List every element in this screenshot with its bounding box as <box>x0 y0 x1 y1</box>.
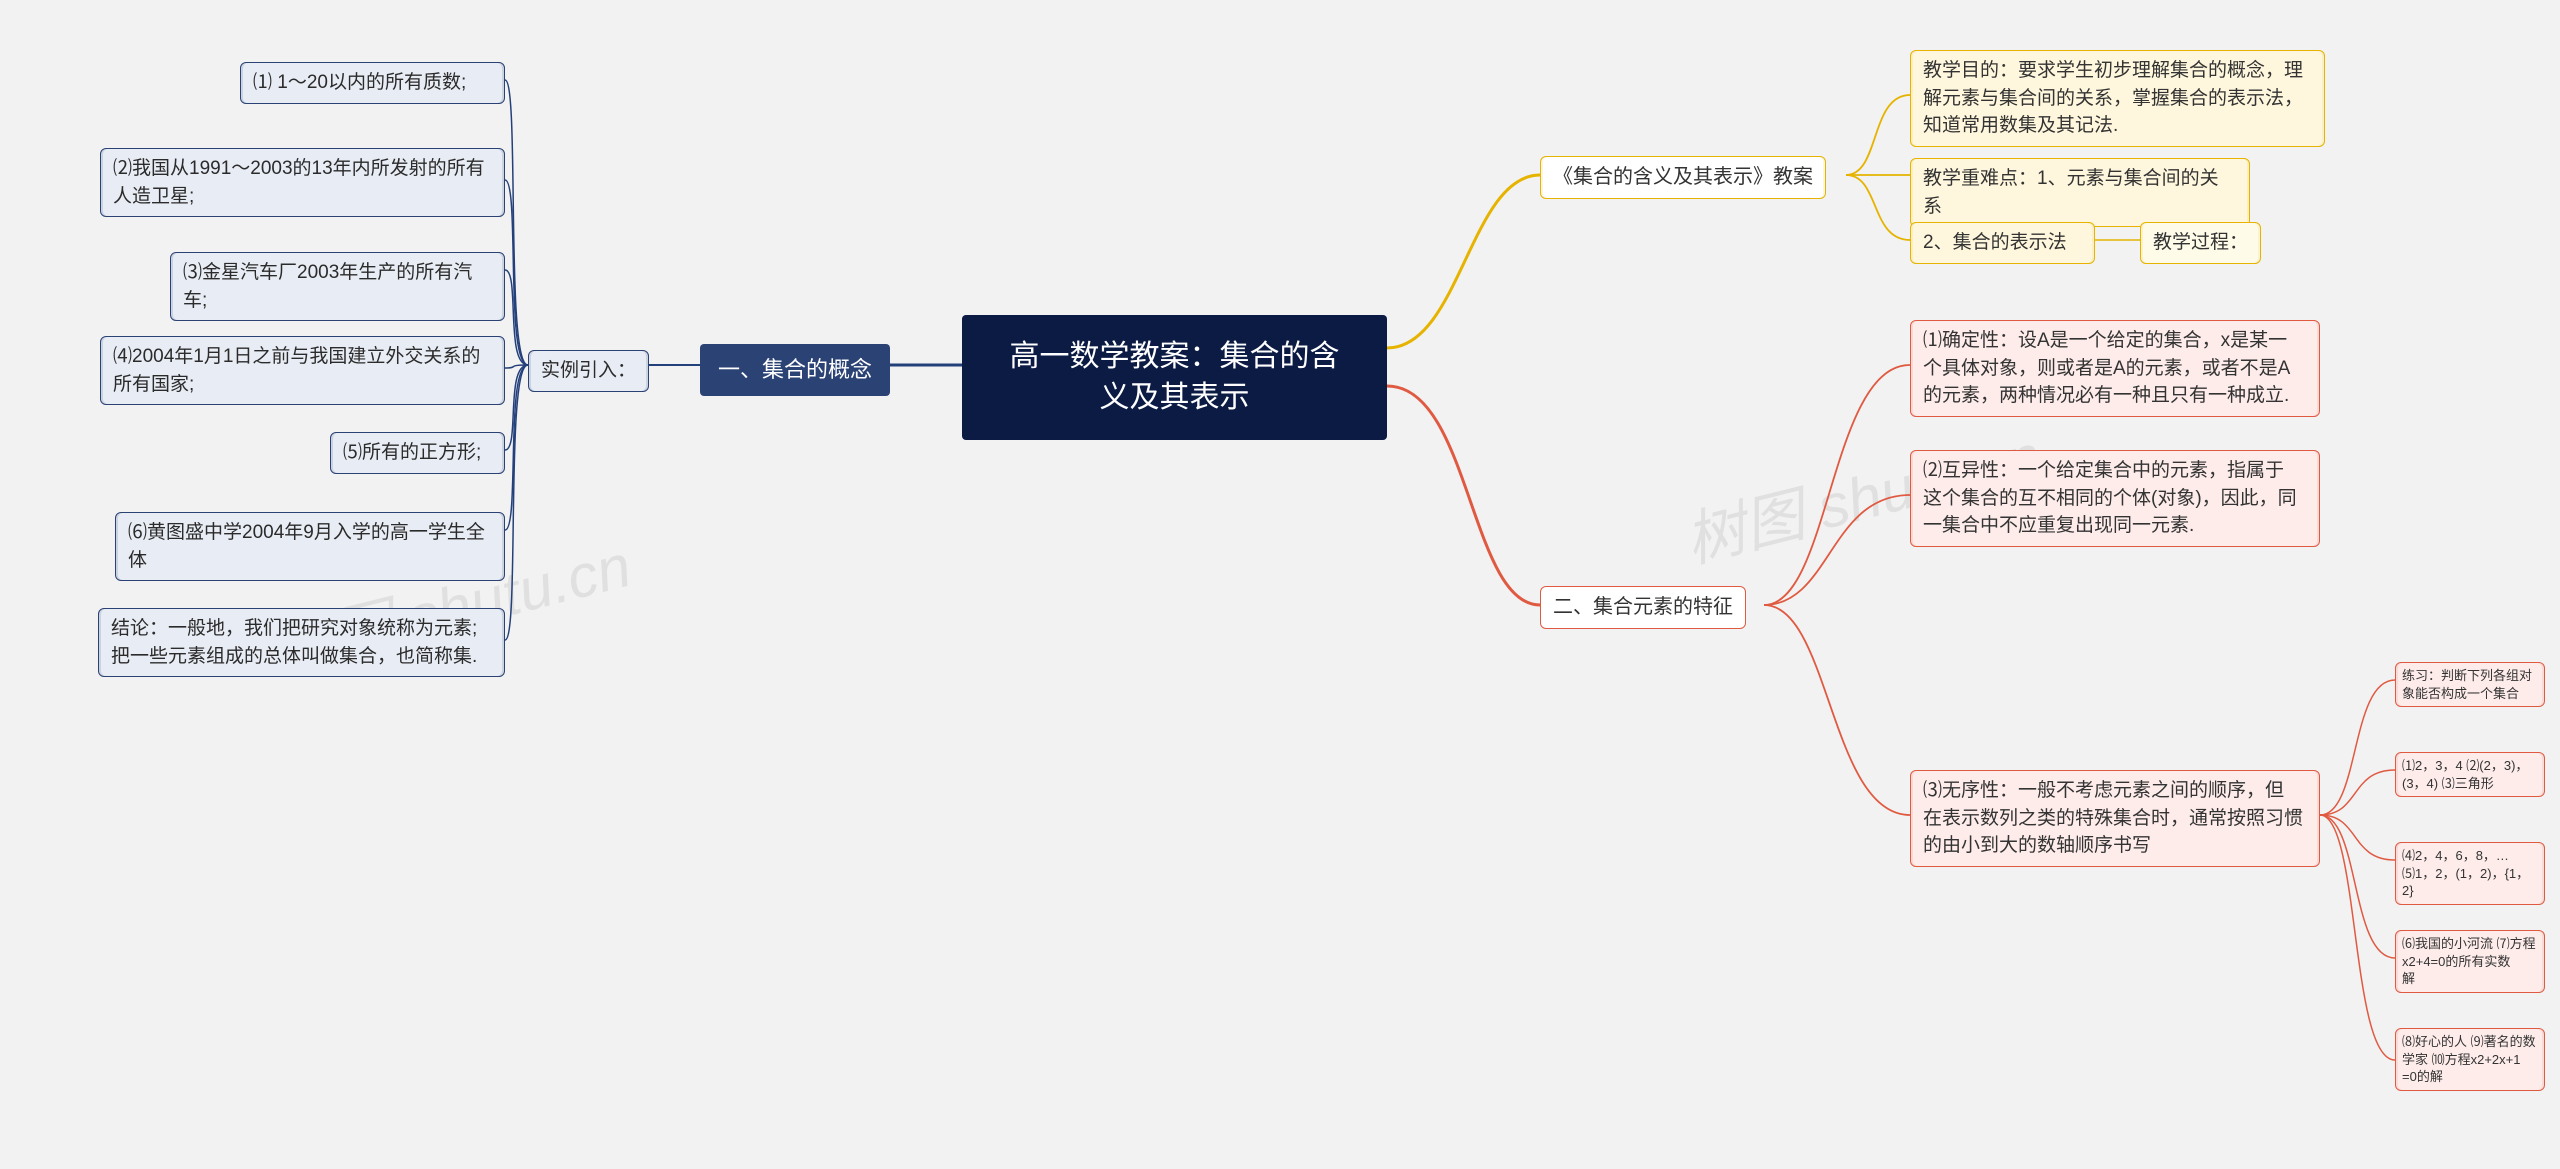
label: 实例引入： <box>541 360 636 381</box>
txt: ⑵我国从1991～2003的13年内所发射的所有人造卫星; <box>113 158 485 207</box>
left-ex-1[interactable]: ⑴ 1～20以内的所有质数; <box>240 62 505 104</box>
label: 一、集合的概念 <box>718 357 872 382</box>
feat-3[interactable]: ⑶无序性：一般不考虑元素之间的顺序，但在表示数列之类的特殊集合时，通常按照习惯的… <box>1910 770 2320 867</box>
left-example-intro[interactable]: 实例引入： <box>528 350 649 392</box>
practice-3[interactable]: ⑷2，4，6，8，… ⑸1，2，(1，2)，{1，2} <box>2395 842 2545 905</box>
feat-2[interactable]: ⑵互异性：一个给定集合中的元素，指属于这个集合的互不相同的个体(对象)，因此，同… <box>1910 450 2320 547</box>
txt: ⑶无序性：一般不考虑元素之间的顺序，但在表示数列之类的特殊集合时，通常按照习惯的… <box>1923 780 2303 856</box>
root-node[interactable]: 高一数学教案：集合的含义及其表示 <box>962 315 1387 440</box>
left-ex-3[interactable]: ⑶金星汽车厂2003年生产的所有汽车; <box>170 252 505 321</box>
txt: ⑷2，4，6，8，… ⑸1，2，(1，2)，{1，2} <box>2402 848 2529 898</box>
txt: 2、集合的表示法 <box>1923 232 2067 253</box>
left-ex-5[interactable]: ⑸所有的正方形; <box>330 432 505 474</box>
right-top-child-2[interactable]: 教学重难点：1、元素与集合间的关系 <box>1910 158 2250 227</box>
practice-1[interactable]: 练习：判断下列各组对象能否构成一个集合 <box>2395 662 2545 707</box>
label: 二、集合元素的特征 <box>1553 596 1733 618</box>
txt: ⑶金星汽车厂2003年生产的所有汽车; <box>183 262 472 311</box>
txt: 教学目的：要求学生初步理解集合的概念，理解元素与集合间的关系，掌握集合的表示法，… <box>1923 60 2303 136</box>
right-top-child-1[interactable]: 教学目的：要求学生初步理解集合的概念，理解元素与集合间的关系，掌握集合的表示法，… <box>1910 50 2325 147</box>
feat-1[interactable]: ⑴确定性：设A是一个给定的集合，x是某一个具体对象，则或者是A的元素，或者不是A… <box>1910 320 2320 417</box>
txt: ⑴ 1～20以内的所有质数; <box>253 72 466 93</box>
left-ex-conclusion[interactable]: 结论：一般地，我们把研究对象统称为元素;把一些元素组成的总体叫做集合，也简称集. <box>98 608 505 677</box>
practice-2[interactable]: ⑴2，3，4 ⑵(2，3)，(3，4) ⑶三角形 <box>2395 752 2545 797</box>
label: 《集合的含义及其表示》教案 <box>1553 166 1813 188</box>
txt: 结论：一般地，我们把研究对象统称为元素;把一些元素组成的总体叫做集合，也简称集. <box>111 618 477 667</box>
txt: 教学重难点：1、元素与集合间的关系 <box>1923 168 2219 217</box>
txt: ⑵互异性：一个给定集合中的元素，指属于这个集合的互不相同的个体(对象)，因此，同… <box>1923 460 2297 536</box>
txt: ⑹我国的小河流 ⑺方程x2+4=0的所有实数解 <box>2402 936 2536 986</box>
right-top-child-3[interactable]: 2、集合的表示法 <box>1910 222 2095 264</box>
left-branch-concept[interactable]: 一、集合的概念 <box>700 344 890 396</box>
txt: ⑻好心的人 ⑼著名的数学家 ⑽方程x2+2x+1=0的解 <box>2402 1034 2536 1084</box>
practice-5[interactable]: ⑻好心的人 ⑼著名的数学家 ⑽方程x2+2x+1=0的解 <box>2395 1028 2545 1091</box>
left-ex-2[interactable]: ⑵我国从1991～2003的13年内所发射的所有人造卫星; <box>100 148 505 217</box>
left-ex-4[interactable]: ⑷2004年1月1日之前与我国建立外交关系的所有国家; <box>100 336 505 405</box>
txt: ⑷2004年1月1日之前与我国建立外交关系的所有国家; <box>113 346 480 395</box>
right-bottom-title[interactable]: 二、集合元素的特征 <box>1540 586 1746 629</box>
txt: 教学过程： <box>2153 232 2248 253</box>
txt: ⑹黄图盛中学2004年9月入学的高一学生全体 <box>128 522 485 571</box>
txt: ⑴确定性：设A是一个给定的集合，x是某一个具体对象，则或者是A的元素，或者不是A… <box>1923 330 2290 406</box>
right-top-title[interactable]: 《集合的含义及其表示》教案 <box>1540 156 1826 199</box>
practice-4[interactable]: ⑹我国的小河流 ⑺方程x2+4=0的所有实数解 <box>2395 930 2545 993</box>
mindmap-stage: 树图 shutu.cn 树图 shutu.cn <box>0 0 2560 1169</box>
root-label: 高一数学教案：集合的含义及其表示 <box>1010 340 1340 414</box>
txt: ⑴2，3，4 ⑵(2，3)，(3，4) ⑶三角形 <box>2402 758 2528 791</box>
left-ex-6[interactable]: ⑹黄图盛中学2004年9月入学的高一学生全体 <box>115 512 505 581</box>
right-top-tail[interactable]: 教学过程： <box>2140 222 2261 264</box>
txt: ⑸所有的正方形; <box>343 442 481 463</box>
txt: 练习：判断下列各组对象能否构成一个集合 <box>2402 668 2532 701</box>
